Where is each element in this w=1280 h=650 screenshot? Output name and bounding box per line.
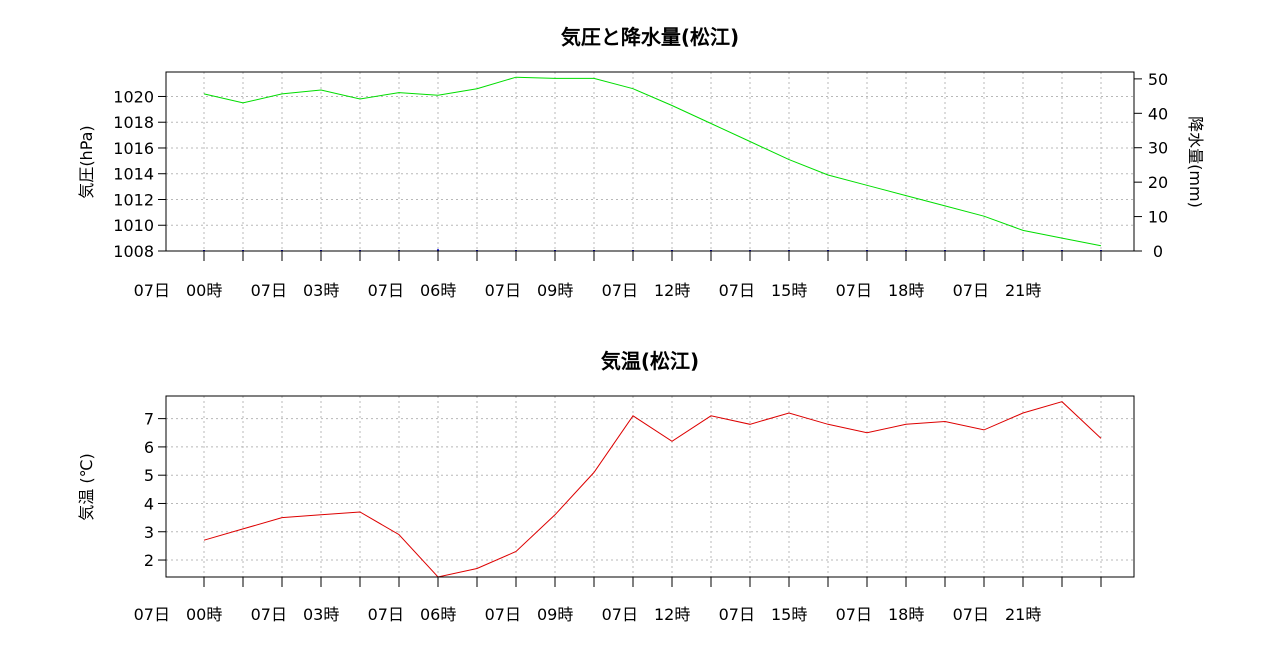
pressure-series-line: [203, 76, 1102, 247]
x-tick-label: 07日 21時: [953, 605, 1042, 624]
x-tick-label: 07日 00時: [134, 605, 223, 624]
x-tick-label: 07日 12時: [602, 281, 691, 300]
y-tick-label: 4: [144, 494, 154, 513]
y-tick-label: 1012: [113, 190, 154, 209]
y-tick-label: 1008: [113, 242, 154, 261]
x-tick-label: 07日 06時: [368, 281, 457, 300]
y-tick-label: 6: [144, 438, 154, 457]
y-tick-label: 3: [144, 523, 154, 542]
y2-tick-label: 0: [1153, 242, 1163, 261]
y-tick-label: 1014: [113, 165, 154, 184]
x-tick-label: 07日 15時: [719, 281, 808, 300]
x-tick-label: 07日 03時: [251, 605, 340, 624]
y2-tick-label: 10: [1148, 208, 1168, 227]
y-axis-label: 気圧(hPa): [77, 125, 96, 198]
chart-title: 気圧と降水量(松江): [561, 25, 739, 49]
x-tick-label: 07日 00時: [134, 281, 223, 300]
y-tick-label: 1018: [113, 113, 154, 132]
x-tick-label: 07日 03時: [251, 281, 340, 300]
temperature-series-line: [203, 401, 1102, 578]
y-tick-label: 5: [144, 466, 154, 485]
y-tick-label: 1020: [113, 87, 154, 106]
y2-tick-label: 30: [1148, 139, 1168, 158]
precip-bar: [437, 249, 439, 251]
temperature-chart: 気温(松江) 2 3 4 5 6 7 07日 00時 07日 03時 07日 06時 07日 0…: [77, 349, 1135, 624]
plot-frame: [165, 395, 1135, 578]
x-tick-label: 07日 06時: [368, 605, 457, 624]
y2-tick-label: 20: [1148, 173, 1168, 192]
y-tick-label: 1016: [113, 139, 154, 158]
x-tick-label: 07日 21時: [953, 281, 1042, 300]
y2-tick-label: 40: [1148, 104, 1168, 123]
x-tick-label: 07日 18時: [836, 605, 925, 624]
y-axis-label: 気温 (℃): [77, 453, 96, 521]
plot-frame: [165, 71, 1135, 252]
y-tick-label: 1010: [113, 216, 154, 235]
x-tick-label: 07日 09時: [485, 605, 574, 624]
y-tick-label: 2: [144, 551, 154, 570]
x-tick-label: 07日 12時: [602, 605, 691, 624]
chart-title: 気温(松江): [601, 349, 699, 373]
x-tick-label: 07日 18時: [836, 281, 925, 300]
x-tick-label: 07日 09時: [485, 281, 574, 300]
y-tick-label: 7: [144, 410, 154, 429]
pressure-precip-chart: 気圧と降水量(松江) 1008101010121014101610181020 …: [77, 25, 1205, 300]
y2-tick-label: 50: [1148, 70, 1168, 89]
y2-axis-label: 降水量(mm): [1186, 116, 1205, 208]
x-tick-label: 07日 15時: [719, 605, 808, 624]
